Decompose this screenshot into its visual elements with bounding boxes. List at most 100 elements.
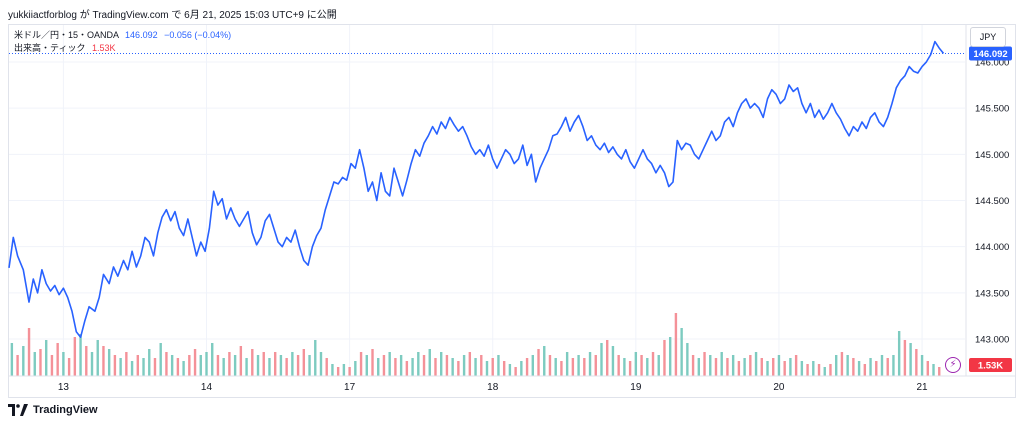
volume-bar [233, 355, 237, 376]
volume-bar [651, 352, 655, 376]
volume-bar [148, 349, 151, 376]
volume-bar [440, 352, 443, 376]
legend-last-price: 146.092 [125, 30, 158, 40]
legend-change: −0.056 (−0.04%) [164, 30, 232, 40]
volume-bar [67, 358, 71, 376]
price-tick-label: 146.000 [975, 57, 1009, 68]
volume-bar [869, 358, 872, 376]
price-tick-label: 145.000 [975, 150, 1009, 161]
volume-bar [22, 346, 25, 376]
volume-bar [737, 361, 741, 376]
volume-bar [296, 355, 300, 376]
price-tick-label: 144.500 [975, 196, 1009, 207]
volume-bar [663, 340, 666, 376]
volume-bar [193, 349, 197, 376]
volume-bar [720, 352, 723, 376]
volume-bar [331, 364, 334, 376]
volume-bar [583, 358, 586, 376]
volume-bar [932, 364, 935, 376]
volume-bar [434, 358, 437, 376]
volume-bar [726, 358, 729, 376]
volume-bar [468, 352, 472, 376]
volume-bar [39, 349, 42, 376]
price-tick-label: 143.500 [975, 288, 1009, 299]
volume-bar [691, 355, 695, 376]
volume-bar [342, 364, 346, 376]
volume-bar [668, 337, 672, 376]
time-tick-label: 17 [344, 382, 356, 393]
volume-bar [170, 355, 174, 376]
volume-bar [537, 349, 540, 376]
volume-bar [365, 355, 368, 376]
volume-bar [262, 352, 265, 376]
volume-bar [846, 355, 849, 376]
volume-bar [897, 331, 901, 376]
volume-bar [102, 346, 105, 376]
volume-bar [817, 364, 821, 376]
volume-bar [577, 355, 580, 376]
volume-bar [520, 361, 523, 376]
tradingview-logo[interactable]: TradingView [8, 404, 98, 416]
volume-bar [153, 358, 157, 376]
volume-bar [852, 358, 855, 376]
legend-volume-value: 1.53K [91, 43, 116, 53]
volume-bar [130, 361, 134, 376]
price-tick-label: 145.500 [975, 104, 1009, 115]
time-tick-label: 18 [487, 382, 499, 393]
volume-bar [314, 340, 317, 376]
volume-bar [205, 352, 208, 376]
volume-bar [417, 352, 420, 376]
legend-symbol[interactable]: 米ドル／円・15・OANDA [14, 30, 119, 40]
lightning-icon[interactable]: ⚡ [945, 357, 961, 373]
volume-bar [743, 358, 746, 376]
volume-bar [451, 358, 454, 376]
volume-bar [107, 349, 111, 376]
currency-button[interactable]: JPY [970, 27, 1006, 47]
volume-bar [525, 358, 529, 376]
volume-bar [136, 355, 140, 376]
volume-bar [251, 349, 254, 376]
volume-bar [165, 352, 168, 376]
volume-bar [657, 355, 660, 376]
volume-bar [268, 358, 271, 376]
volume-bar [405, 361, 409, 376]
volume-bar [800, 361, 804, 376]
volume-bar [920, 355, 924, 376]
volume-bar [903, 340, 907, 376]
volume-bar [371, 349, 374, 376]
volume-bar [875, 361, 878, 376]
volume-bar [119, 358, 122, 376]
last-price-badge [969, 46, 1012, 61]
chart-legend: 米ドル／円・15・OANDA 146.092 −0.056 (−0.04%) 出… [14, 29, 231, 55]
publish-info: yukkiiactforblog が TradingView.com で 6月 … [8, 10, 337, 21]
volume-bar [79, 334, 82, 376]
volume-bar [113, 355, 117, 376]
volume-bar [600, 343, 603, 376]
volume-bar [348, 367, 351, 376]
volume-bar [90, 352, 94, 376]
last-price-label: 146.092 [973, 49, 1007, 60]
volume-bar [823, 367, 826, 376]
volume-bar [594, 355, 597, 376]
volume-bar [428, 349, 431, 376]
volume-bar [760, 358, 763, 376]
volume-bar [216, 355, 220, 376]
time-tick-label: 21 [917, 382, 929, 393]
volume-bar [806, 364, 809, 376]
volume-bar [909, 343, 912, 376]
volume-bar [892, 355, 895, 376]
legend-volume-label[interactable]: 出来高・ティック [14, 43, 86, 53]
volume-bar [411, 358, 414, 376]
volume-bar [302, 349, 306, 376]
volume-bar [697, 358, 701, 376]
volume-bar [33, 352, 36, 376]
time-tick-label: 19 [630, 382, 642, 393]
volume-bar [502, 361, 506, 376]
volume-bar [772, 358, 775, 376]
volume-bar [228, 352, 231, 376]
volume-bar [554, 358, 557, 376]
volume-bar [27, 328, 31, 376]
volume-bar [789, 358, 792, 376]
volume-bar [199, 355, 202, 376]
